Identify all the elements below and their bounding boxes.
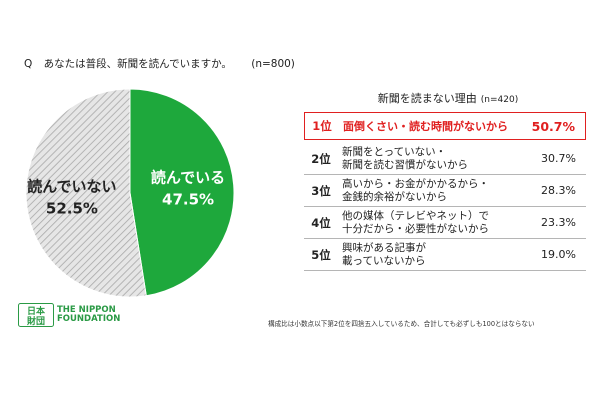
reason-text-line: 新聞を読む習慣がないから — [342, 158, 468, 171]
reasons-sample-size: (n=420) — [480, 95, 519, 105]
reason-row-3: 3位 高いから・お金がかかるから・ 金銭的余裕がないから 28.3% — [304, 175, 586, 207]
reason-row-2: 2位 新聞をとっていない・ 新聞を読む習慣がないから 30.7% — [304, 143, 586, 175]
reasons-title-text: 新聞を読まない理由 — [377, 92, 477, 105]
question-text: あなたは普段、新聞を読んでいますか。 — [43, 58, 232, 70]
reason-text: 他の媒体（テレビやネット）で 十分だから・必要性がないから — [342, 207, 512, 238]
reason-text-line: 新聞をとっていない・ — [342, 145, 447, 158]
reason-row-1: 1位 面倒くさい・読む時間がないから 50.7% — [304, 112, 586, 140]
reason-row-5: 5位 興味がある記事が 載っていないから 19.0% — [304, 239, 586, 271]
reason-percent: 50.7% — [531, 118, 575, 134]
reason-text-line: 興味がある記事が — [342, 241, 426, 254]
question-prefix: Q — [24, 58, 33, 70]
reason-text: 新聞をとっていない・ 新聞を読む習慣がないから — [342, 143, 512, 174]
nippon-foundation-logo: 日本 財団 THE NIPPON FOUNDATION — [18, 303, 120, 327]
pie-slice-reading — [129, 88, 235, 297]
reason-text-line: 十分だから・必要性がないから — [342, 222, 489, 235]
reason-text: 面倒くさい・読む時間がないから — [343, 113, 513, 139]
reason-text-line: 面倒くさい・読む時間がないから — [343, 119, 508, 133]
reason-text-line: 金銭的余裕がないから — [342, 190, 447, 203]
pie-value-reading: 47.5% — [162, 190, 214, 208]
pie-slice-not-reading — [25, 88, 147, 298]
reason-percent: 23.3% — [541, 216, 576, 229]
logo-line-1: THE NIPPON — [57, 304, 116, 315]
pie-label-not-reading: 読んでいない — [27, 178, 116, 196]
reason-percent: 19.0% — [541, 248, 576, 261]
pie-label-reading: 読んでいる — [151, 168, 225, 186]
reason-text: 高いから・お金がかかるから・ 金銭的余裕がないから — [342, 175, 512, 206]
reason-text-line: 他の媒体（テレビやネット）で — [342, 209, 489, 222]
reason-row-4: 4位 他の媒体（テレビやネット）で 十分だから・必要性がないから 23.3% — [304, 207, 586, 239]
reason-rank: 2位 — [311, 151, 331, 166]
survey-question: Q あなたは普段、新聞を読んでいますか。 (n=800) — [24, 56, 295, 71]
reason-rank: 4位 — [311, 215, 331, 230]
readership-pie-chart: 読んでいる 47.5% 読んでいない 52.5% — [25, 88, 235, 298]
logo-kanji-top: 日本 — [27, 305, 46, 317]
reason-rank: 3位 — [311, 183, 331, 198]
nippon-foundation-logo-mark: 日本 財団 — [18, 303, 54, 327]
reason-text: 興味がある記事が 載っていないから — [342, 239, 512, 270]
question-sample-size: (n=800) — [251, 58, 295, 70]
reason-text-line: 載っていないから — [342, 254, 426, 267]
reasons-table: 1位 面倒くさい・読む時間がないから 50.7% 2位 新聞をとっていない・ 新聞を読む習… — [304, 112, 586, 271]
reason-percent: 30.7% — [541, 152, 576, 165]
reason-rank: 1位 — [312, 119, 332, 133]
reason-text-line: 高いから・お金がかかるから・ — [342, 177, 489, 190]
rounding-footnote: 構成比は小数点以下第2位を四捨五入しているため、合計しても必ずしも100とはなら… — [268, 320, 535, 328]
reason-percent: 28.3% — [541, 184, 576, 197]
pie-value-not-reading: 52.5% — [46, 200, 98, 218]
reason-rank: 5位 — [311, 247, 331, 262]
reasons-table-title: 新聞を読まない理由 (n=420) — [312, 90, 584, 106]
logo-line-2: FOUNDATION — [57, 314, 121, 324]
logo-kanji-bottom: 財団 — [26, 315, 45, 327]
